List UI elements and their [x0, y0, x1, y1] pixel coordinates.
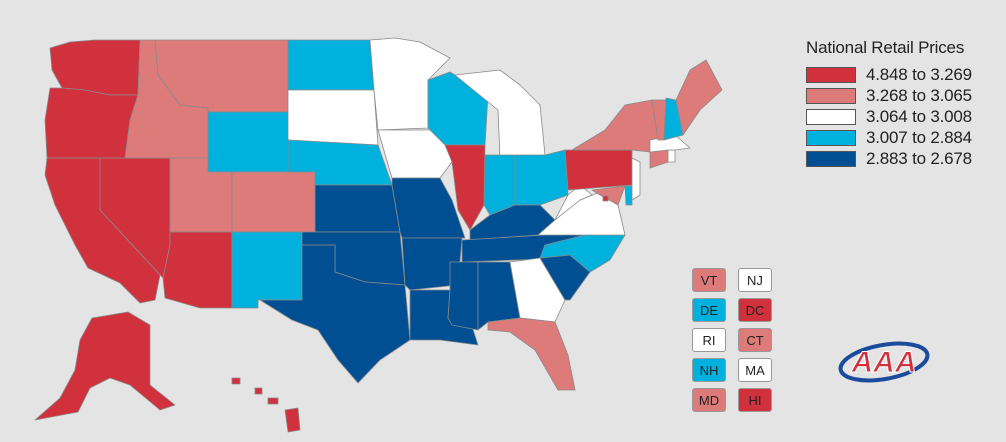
legend-item: 3.064 to 3.008	[806, 106, 996, 127]
small-state-chip[interactable]: MA	[738, 358, 772, 382]
legend-title: National Retail Prices	[806, 38, 965, 57]
small-state-chip[interactable]: DE	[692, 298, 726, 322]
state-ks[interactable]	[314, 184, 401, 233]
legend-label: 2.883 to 2.678	[866, 148, 972, 168]
small-state-chip[interactable]: VT	[692, 268, 726, 292]
small-state-chip[interactable]: NJ	[738, 268, 772, 292]
state-in[interactable]	[483, 154, 516, 216]
legend-swatch	[806, 108, 856, 125]
state-wa[interactable]	[49, 39, 141, 96]
legend-swatch	[806, 87, 856, 104]
legend-label: 3.007 to 2.884	[866, 127, 972, 147]
state-ny[interactable]	[571, 99, 661, 153]
state-hi[interactable]	[231, 377, 301, 433]
state-co[interactable]	[231, 171, 316, 233]
legend-label: 3.268 to 3.065	[866, 85, 972, 105]
state-dc[interactable]	[602, 195, 609, 202]
state-ar[interactable]	[401, 237, 463, 291]
small-state-chip[interactable]: RI	[692, 328, 726, 352]
state-wv[interactable]	[554, 184, 593, 221]
legend-item: 3.007 to 2.884	[806, 127, 996, 148]
state-de[interactable]	[624, 185, 633, 206]
state-nd[interactable]	[287, 39, 375, 91]
aaa-logo-text: AAA	[851, 346, 917, 379]
legend-item: 2.883 to 2.678	[806, 148, 996, 169]
legend-label: 3.064 to 3.008	[866, 106, 972, 126]
state-mo[interactable]	[391, 177, 466, 239]
state-pa[interactable]	[564, 149, 633, 191]
legend-swatch	[806, 66, 856, 83]
state-mi[interactable]	[454, 69, 546, 159]
state-ms[interactable]	[447, 261, 479, 331]
state-or[interactable]	[44, 87, 139, 159]
aaa-logo-icon: AAA	[838, 341, 930, 383]
legend-item: 4.848 to 3.269	[806, 64, 996, 85]
state-nm[interactable]	[231, 231, 303, 309]
state-fl[interactable]	[487, 317, 576, 391]
state-wy[interactable]	[207, 111, 289, 173]
state-ak[interactable]	[34, 311, 176, 421]
small-states-grid: VT NJ DE DC RI CT NH MA MD HI	[692, 268, 772, 418]
small-state-chip[interactable]: HI	[738, 388, 772, 412]
legend: National Retail Prices 4.848 to 3.269 3.…	[806, 38, 996, 169]
small-state-chip[interactable]: CT	[738, 328, 772, 352]
state-nj[interactable]	[631, 157, 641, 201]
legend-swatch	[806, 129, 856, 146]
state-me[interactable]	[675, 59, 723, 136]
legend-label: 4.848 to 3.269	[866, 64, 972, 84]
state-ga[interactable]	[509, 257, 566, 323]
state-md[interactable]	[591, 185, 626, 206]
legend-item: 3.268 to 3.065	[806, 85, 996, 106]
small-state-chip[interactable]: NH	[692, 358, 726, 382]
state-tx[interactable]	[259, 244, 411, 384]
small-state-chip[interactable]: DC	[738, 298, 772, 322]
small-state-chip[interactable]: MD	[692, 388, 726, 412]
state-az[interactable]	[162, 231, 233, 309]
state-oh[interactable]	[514, 149, 569, 206]
state-ri[interactable]	[667, 149, 676, 163]
legend-swatch	[806, 150, 856, 167]
state-ct[interactable]	[649, 149, 669, 169]
state-sd[interactable]	[287, 89, 379, 146]
